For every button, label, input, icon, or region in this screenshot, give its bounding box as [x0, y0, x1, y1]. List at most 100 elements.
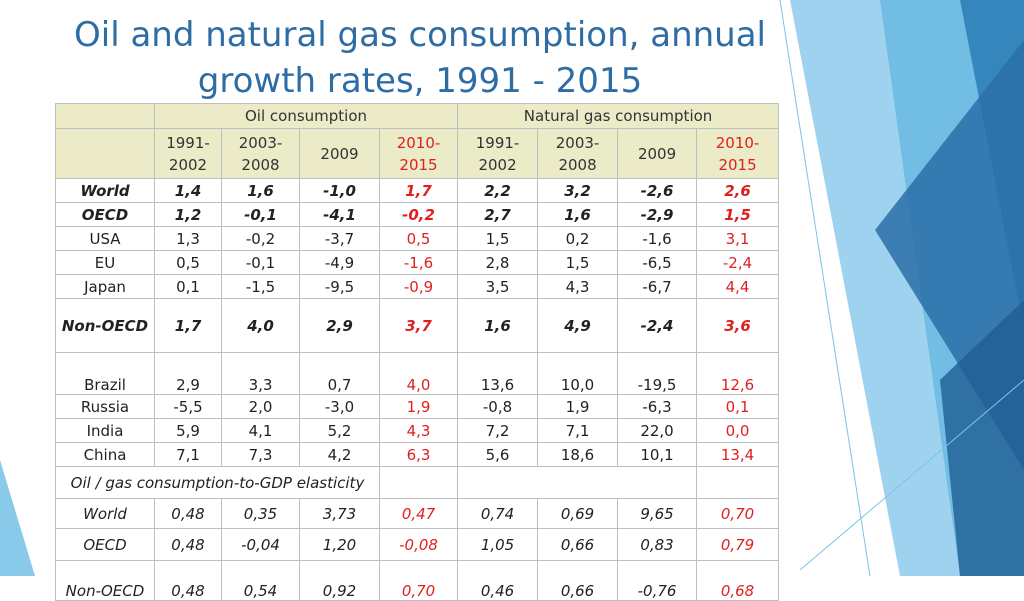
- table-cell: 2,6: [696, 178, 780, 203]
- period-header: 2003- 2008: [221, 128, 300, 179]
- table-cell: -3,7: [299, 226, 380, 251]
- period-header: 2010- 2015: [696, 128, 780, 179]
- page-title: Oil and natural gas consumption, annual …: [40, 12, 800, 104]
- table-cell: 10,1: [617, 442, 698, 467]
- table-cell: 9,65: [617, 498, 698, 529]
- table-cell: 7,1: [537, 418, 619, 443]
- empty-cell: [696, 466, 780, 499]
- row-label: Non-OECD: [55, 560, 155, 601]
- table-cell: -3,0: [299, 394, 380, 419]
- table-cell: 2,9: [299, 298, 380, 353]
- table-cell: 0,54: [221, 560, 300, 601]
- table-cell: 3,2: [537, 178, 619, 203]
- table-cell: 3,5: [457, 274, 539, 299]
- row-label: OECD: [55, 528, 155, 561]
- table-cell: 22,0: [617, 418, 698, 443]
- table-cell: 1,6: [457, 298, 539, 353]
- row-label: Brazil: [55, 352, 155, 395]
- table-cell: 4,0: [221, 298, 300, 353]
- table-cell: 0,1: [696, 394, 780, 419]
- empty-cell: [378, 466, 459, 499]
- row-label: Russia: [55, 394, 155, 419]
- table-cell: 4,4: [696, 274, 780, 299]
- row-label: World: [55, 498, 155, 529]
- table-cell: 13,6: [457, 352, 539, 395]
- table-cell: -5,5: [154, 394, 222, 419]
- table-cell: 4,1: [221, 418, 300, 443]
- table-row: EU 0,5 -0,1 -4,9 -1,6 2,8 1,5 -6,5 -2,4: [55, 250, 780, 275]
- table-cell: 3,3: [221, 352, 300, 395]
- table-cell: 3,6: [696, 298, 780, 353]
- row-label: World: [55, 178, 155, 203]
- row-label: China: [55, 442, 155, 467]
- table-row: World 0,48 0,35 3,73 0,47 0,74 0,69 9,65 0,70: [55, 498, 780, 529]
- table-cell: 3,7: [378, 298, 459, 353]
- table-cell: 0,2: [537, 226, 619, 251]
- table-cell: 2,2: [457, 178, 539, 203]
- table-cell: -6,7: [617, 274, 698, 299]
- table-cell: -19,5: [617, 352, 698, 395]
- table-cell: 4,3: [378, 418, 459, 443]
- table-cell: 1,9: [537, 394, 619, 419]
- table-cell: 0,74: [457, 498, 539, 529]
- table-cell: 2,7: [457, 202, 539, 227]
- table-cell: 0,83: [617, 528, 698, 561]
- table-cell: 1,20: [299, 528, 380, 561]
- table-cell: 2,0: [221, 394, 300, 419]
- table-cell: 1,3: [154, 226, 222, 251]
- table-cell: 10,0: [537, 352, 619, 395]
- table-cell: 4,2: [299, 442, 380, 467]
- table-cell: -2,6: [617, 178, 698, 203]
- table-cell: 1,6: [537, 202, 619, 227]
- table-cell: 1,5: [696, 202, 780, 227]
- table-cell: -2,4: [617, 298, 698, 353]
- period-header: 1991- 2002: [457, 128, 539, 179]
- table-cell: 0,66: [537, 528, 619, 561]
- table-cell: 0,47: [378, 498, 459, 529]
- period-header: 1991- 2002: [154, 128, 222, 179]
- table-cell: 2,9: [154, 352, 222, 395]
- table-cell: 1,2: [154, 202, 222, 227]
- period-header: 2003- 2008: [537, 128, 619, 179]
- table-cell: 0,79: [696, 528, 780, 561]
- table-cell: 0,48: [154, 528, 222, 561]
- table-row: OECD 0,48 -0,04 1,20 -0,08 1,05 0,66 0,83 0,79: [55, 528, 780, 561]
- title-line-2: growth rates, 1991 - 2015: [197, 61, 643, 101]
- table-cell: -2,4: [696, 250, 780, 275]
- table-cell: 1,6: [221, 178, 300, 203]
- table-cell: -1,0: [299, 178, 380, 203]
- table-cell: 0,46: [457, 560, 539, 601]
- empty-cell: [457, 466, 698, 499]
- table-cell: 6,3: [378, 442, 459, 467]
- row-label: USA: [55, 226, 155, 251]
- table-cell: 0,68: [696, 560, 780, 601]
- table-cell: 4,0: [378, 352, 459, 395]
- table-cell: 1,9: [378, 394, 459, 419]
- table-cell: 0,35: [221, 498, 300, 529]
- table-cell: 0,69: [537, 498, 619, 529]
- row-label: Japan: [55, 274, 155, 299]
- table-cell: 1,05: [457, 528, 539, 561]
- table-cell: 0,7: [299, 352, 380, 395]
- period-header: 2009: [617, 128, 698, 179]
- table-cell: -1,6: [617, 226, 698, 251]
- header-corner: [55, 103, 155, 129]
- table-cell: -0,08: [378, 528, 459, 561]
- table-row: Brazil 2,9 3,3 0,7 4,0 13,6 10,0 -19,5 12,6: [55, 352, 780, 395]
- table-cell: 0,5: [154, 250, 222, 275]
- table-cell: -1,5: [221, 274, 300, 299]
- table-row: Non-OECD 0,48 0,54 0,92 0,70 0,46 0,66 -0,76 0,6…: [55, 560, 780, 601]
- table-cell: 1,7: [154, 298, 222, 353]
- table-cell: 5,9: [154, 418, 222, 443]
- table-cell: 4,3: [537, 274, 619, 299]
- table-row: World 1,4 1,6 -1,0 1,7 2,2 3,2 -2,6 2,6: [55, 178, 780, 203]
- group-header-oil: Oil consumption: [153, 103, 459, 129]
- elasticity-header-row: Oil / gas consumption-to-GDP elasticity: [55, 466, 780, 499]
- table-cell: -2,9: [617, 202, 698, 227]
- table-cell: 0,70: [378, 560, 459, 601]
- row-label: India: [55, 418, 155, 443]
- consumption-table: Oil consumption Natural gas consumption …: [55, 103, 780, 601]
- table-cell: 0,92: [299, 560, 380, 601]
- table-cell: 1,7: [378, 178, 459, 203]
- table-cell: 0,5: [378, 226, 459, 251]
